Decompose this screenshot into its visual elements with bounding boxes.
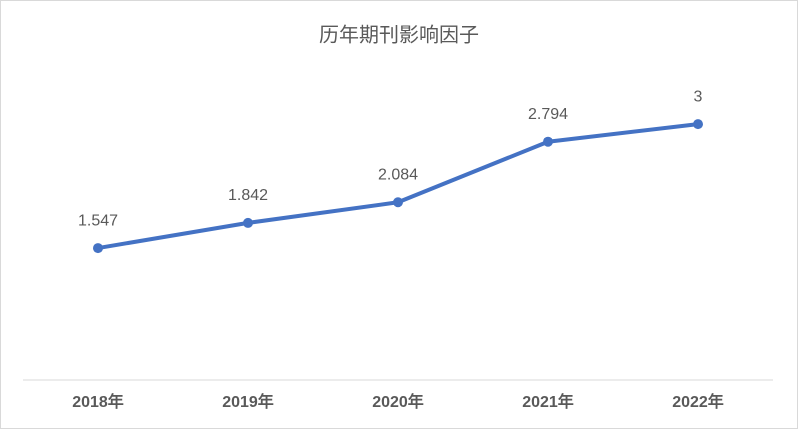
x-tick-label: 2018年 <box>72 392 124 411</box>
data-label: 2.794 <box>528 106 568 123</box>
point <box>543 136 553 147</box>
x-tick-label: 2020年 <box>372 392 424 411</box>
point <box>243 217 253 228</box>
data-label: 1.547 <box>78 212 118 229</box>
x-tick-label: 2022年 <box>672 392 724 411</box>
data-label: 2.084 <box>378 166 418 183</box>
x-tick-label: 2021年 <box>522 392 574 411</box>
x-tick-label: 2019年 <box>222 392 274 411</box>
point <box>393 197 403 208</box>
chart-title: 历年期刊影响因子 <box>319 23 479 46</box>
data-label: 3 <box>694 88 703 105</box>
data-label: 1.842 <box>228 187 268 204</box>
point <box>693 119 703 130</box>
point <box>93 243 103 254</box>
